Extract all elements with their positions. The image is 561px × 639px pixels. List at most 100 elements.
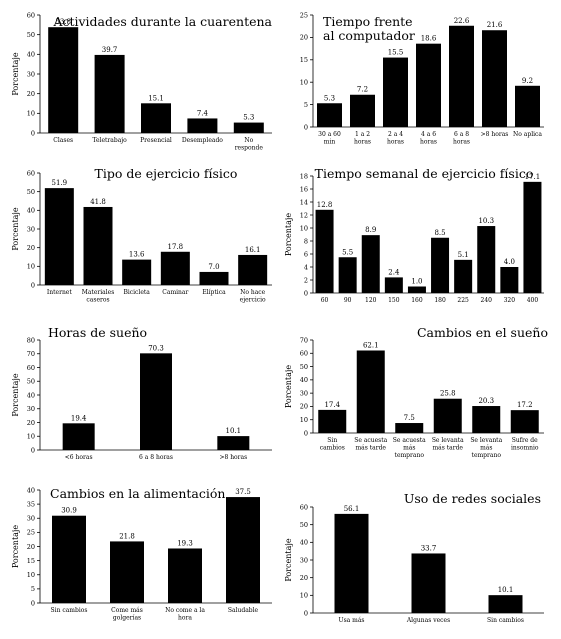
category-label-line: 1 a 2 — [355, 131, 370, 138]
bar — [217, 436, 250, 450]
bar-value-label: 9.2 — [522, 77, 533, 85]
y-tick-label: 15 — [27, 557, 35, 565]
y-tick-label: 10 — [27, 263, 35, 271]
category-label-line: 225 — [457, 297, 469, 304]
category-label-line: 90 — [344, 297, 352, 304]
category-label: 160 — [411, 297, 423, 304]
y-tick-label: 20 — [27, 419, 35, 427]
category-label-line: Caminar — [162, 289, 188, 296]
bar-value-label: 7.2 — [357, 86, 368, 94]
chart-8: 0 10 20 30 40 50 60 Porcentaje Uso de redes soci… — [284, 491, 544, 624]
bar — [318, 409, 347, 433]
bar — [83, 206, 113, 285]
bar — [315, 209, 334, 293]
bar-value-label: 10.1 — [226, 427, 242, 435]
category-label-line: Clases — [53, 137, 73, 144]
chart-title-line: al computador — [323, 28, 415, 43]
y-tick-label: 30 — [27, 405, 35, 413]
y-tick-label: 20 — [27, 543, 35, 551]
category-label-line: Se acuesta — [354, 437, 387, 444]
y-tick-label: 50 — [27, 31, 35, 39]
category-label: No aplica — [513, 131, 542, 138]
y-tick-label: 5 — [304, 101, 308, 109]
category-label: Caminar — [162, 289, 188, 296]
bar-value-label: 17.8 — [168, 243, 184, 251]
y-tick-label: 10 — [27, 110, 35, 118]
chart-title: Tiempo frente al computador — [323, 14, 415, 43]
y-tick-label: 40 — [27, 486, 35, 494]
category-label-line: Se acuesta — [393, 437, 426, 444]
y-tick-label: 50 — [300, 521, 308, 529]
y-tick-label: 0 — [31, 599, 35, 607]
category-label: Algunas veces — [406, 617, 450, 624]
category-label-line: No — [244, 137, 253, 144]
category-label-line: temprano — [395, 452, 425, 459]
bar — [433, 398, 462, 433]
bar-value-label: 15.5 — [388, 49, 404, 57]
bar-value-label: 5.3 — [243, 114, 254, 122]
category-label-line: Algunas veces — [406, 617, 450, 624]
y-tick-label: 20 — [300, 403, 308, 411]
y-tick-label: 40 — [27, 51, 35, 59]
bar — [523, 181, 542, 293]
category-label-line: <6 horas — [65, 454, 93, 461]
bar — [62, 423, 95, 450]
bar — [356, 350, 385, 433]
bar — [411, 553, 446, 613]
y-tick-label: 10 — [300, 592, 308, 600]
category-label-line: más — [403, 445, 415, 452]
y-tick-label: 0 — [31, 446, 35, 454]
category-label-line: más — [480, 445, 492, 452]
category-label-line: horas — [387, 139, 404, 146]
y-tick-label: 60 — [27, 11, 35, 19]
chart-title: Uso de redes sociales — [404, 491, 541, 506]
category-label-line: golgerías — [113, 615, 141, 622]
chart-title: Tipo de ejercicio físico — [95, 166, 238, 181]
y-tick-label: 30 — [300, 389, 308, 397]
bar — [238, 254, 268, 285]
y-tick-label: 60 — [300, 503, 308, 511]
y-tick-label: 50 — [300, 363, 308, 371]
chart-title: Horas de sueño — [48, 325, 147, 340]
category-label-line: ejercicio — [240, 297, 266, 304]
y-tick-label: 10 — [300, 224, 308, 232]
category-label-line: 400 — [527, 297, 539, 304]
chart-title-line: Tiempo semanal de ejercicio físico — [315, 166, 534, 181]
category-label: Clases — [53, 137, 73, 144]
y-tick-label: 15 — [300, 56, 308, 64]
category-label: No responde — [235, 137, 264, 152]
bar-value-label: 22.6 — [454, 17, 470, 25]
bar-value-label: 21.6 — [487, 21, 503, 29]
category-label-line: horas — [420, 139, 437, 146]
category-label-line: Se levanta — [432, 437, 464, 444]
y-tick-label: 0 — [304, 609, 308, 617]
chart-title: Tiempo semanal de ejercicio físico — [315, 166, 534, 181]
category-label: Sin cambios — [320, 437, 345, 452]
category-label: Come más golgerías — [111, 607, 143, 622]
category-label: Se acuesta más temprano — [393, 437, 426, 459]
y-tick-label: 40 — [27, 391, 35, 399]
y-tick-label: 25 — [300, 11, 308, 19]
bar-value-label: 7.5 — [404, 414, 415, 422]
category-label: 225 — [457, 297, 469, 304]
y-tick-label: 18 — [300, 172, 308, 180]
bar-value-label: 62.1 — [363, 341, 379, 349]
chart-title-line: Cambios en el sueño — [417, 325, 548, 340]
bar-value-label: 19.3 — [177, 539, 193, 547]
category-label-line: Se levanta — [470, 437, 502, 444]
category-label-line: 30 a 60 — [318, 131, 341, 138]
bar-value-label: 19.4 — [71, 414, 87, 422]
category-label: Desempleado — [182, 137, 223, 144]
bar-value-label: 12.8 — [317, 201, 333, 209]
category-label-line: 4 a 6 — [421, 131, 436, 138]
chart-title-line: Actividades durante la cuarentena — [52, 14, 272, 29]
y-tick-label: 20 — [27, 244, 35, 252]
bar — [431, 237, 450, 293]
bar — [141, 103, 171, 133]
y-axis-label: Porcentaje — [11, 373, 20, 417]
category-label: <6 horas — [65, 454, 93, 461]
chart-2: 0 5 10 15 20 25 Tiempo frente al computador 5.3 3… — [300, 11, 544, 146]
category-label-line: 150 — [388, 297, 400, 304]
category-label-line: más tarde — [355, 445, 386, 452]
category-label: 400 — [527, 297, 539, 304]
